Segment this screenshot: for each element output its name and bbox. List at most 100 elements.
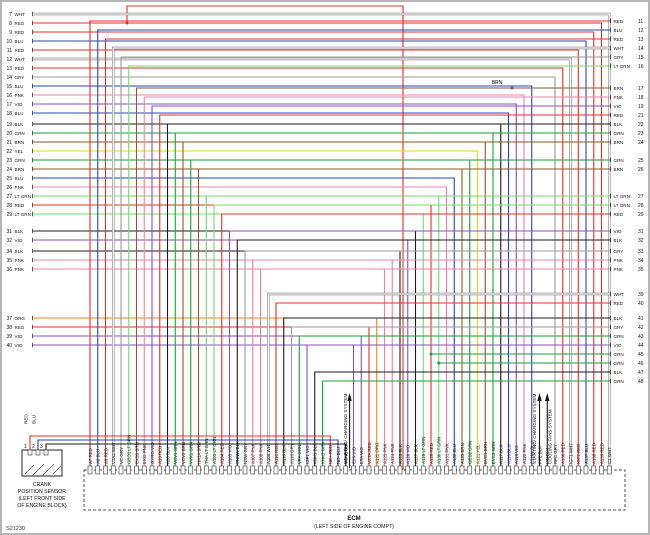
sensor-wire-2	[37, 439, 339, 470]
left-pin-color: PNK	[15, 267, 25, 272]
ecm-terminal	[374, 465, 380, 475]
ecm-pin-label: A7 RED	[88, 448, 93, 464]
right-pin-color: RED	[614, 212, 624, 217]
ecm-terminal	[327, 465, 333, 475]
brn-branch-label: BRN	[492, 80, 503, 86]
right-pin-color: BLK	[614, 238, 624, 243]
ecm-terminal	[281, 465, 287, 475]
left-pin-number: 12	[6, 57, 12, 63]
right-pin-color: RED	[614, 113, 624, 118]
wire-right-17	[135, 87, 610, 470]
ecm-pin-label: NE- BLU	[336, 447, 341, 464]
left-pin-color: BLK	[15, 122, 25, 127]
left-pin-color: BLU	[15, 176, 24, 181]
ecm-pin-label: A122 ORG	[375, 442, 380, 464]
system-arrow-label-1: STARTING/ CHARGING SYSTEM	[532, 394, 537, 464]
ecm-terminal	[188, 465, 194, 475]
left-pin-number: 22	[6, 149, 12, 155]
left-pin-number: 32	[6, 238, 12, 244]
ecm-pin-label: VPA GRN	[297, 445, 302, 464]
right-pin-number: 17	[638, 86, 644, 92]
left-pin-color: VIO	[15, 334, 23, 339]
left-pin-color: VIO	[15, 102, 23, 107]
left-pin-color: PNK	[15, 93, 25, 98]
left-pin-number: 11	[7, 48, 12, 54]
left-pin-number: 8	[9, 21, 12, 27]
ecm-terminal	[498, 465, 504, 475]
wire-left-18	[33, 112, 510, 470]
ecm-terminal	[234, 465, 240, 475]
ecm-pin-label: A119 VIO	[514, 445, 519, 464]
wire-left-27	[33, 195, 440, 470]
ecm-terminal	[366, 465, 372, 475]
left-pin-color: RED	[15, 30, 25, 35]
right-pin-color: BLK	[614, 316, 624, 321]
ecm-pin-label: A20 BLK	[165, 447, 170, 464]
ecm-pin-label: NSW GRY	[243, 443, 248, 464]
sensor-pin-number: 2	[32, 444, 35, 450]
ecm-terminal	[157, 465, 163, 475]
right-pin-number: 44	[638, 343, 644, 349]
right-pin-number: 28	[638, 203, 644, 209]
system-arrow-label-2: COOLING FANS SYSTEM	[548, 409, 553, 464]
wire-left-29	[33, 213, 424, 470]
right-pin-number: 41	[638, 316, 644, 322]
right-pin-number: 40	[638, 301, 644, 307]
ecm-terminal	[451, 465, 457, 475]
left-pin-color: BLU	[15, 84, 24, 89]
ecm-terminal	[606, 465, 612, 475]
ecm-terminal	[513, 465, 519, 475]
ecm-terminal	[304, 465, 310, 475]
wire-right-24	[182, 141, 610, 470]
wire-left-12	[33, 58, 572, 470]
ecm-terminal	[219, 465, 225, 475]
right-pin-number: 42	[638, 325, 644, 331]
right-pin-color: GRY	[614, 55, 624, 60]
left-pin-number: 24	[6, 167, 12, 173]
junction-dot	[125, 21, 129, 25]
right-pin-color: GRY	[614, 249, 624, 254]
wire-left-21	[33, 141, 486, 470]
left-pin-number: 23	[6, 158, 12, 164]
left-pin-color: GRN	[15, 158, 25, 163]
ecm-terminal	[420, 465, 426, 475]
ecm-terminal	[273, 465, 279, 475]
ecm-pin-label: A121 YEL	[475, 444, 480, 464]
left-pin-color: BRN	[15, 140, 25, 145]
ecm-pin-label: RFC GRY	[553, 444, 558, 464]
left-pin-color: RED	[15, 21, 25, 26]
left-pin-number: 10	[6, 39, 12, 45]
ecm-pin-label: VC GRY	[119, 447, 124, 464]
right-pin-number: 45	[638, 352, 644, 358]
right-pin-color: WHT	[614, 292, 625, 297]
ecm-pin-label: GYRO VIO	[150, 442, 155, 464]
left-pin-number: 37	[6, 316, 12, 322]
wire-right-21	[159, 114, 610, 470]
ecm-terminal	[118, 465, 124, 475]
ecm-terminal	[599, 465, 604, 475]
ecm-terminal	[165, 465, 170, 475]
ecm-pin-label: VCTA RED	[367, 442, 372, 464]
wire-right-25	[190, 159, 610, 470]
wire-right-39	[267, 293, 610, 470]
left-pin-number: 26	[6, 185, 12, 191]
wire-left-20	[33, 132, 494, 470]
ecm-pin-label: A117 BLK	[499, 444, 504, 464]
right-pin-number: 31	[638, 229, 644, 235]
wire-left-9	[33, 31, 595, 470]
ecm-pin-label: VVX1 GRN	[189, 442, 194, 464]
ecm-pin-label: A136 RED	[561, 443, 566, 464]
right-pin-number: 25	[638, 158, 644, 164]
sensor-caption-line4: OF ENGINE BLOCK)	[17, 503, 67, 509]
ecm-pin-label: A107 PNK	[251, 443, 256, 464]
ecm-pin-label: VCV2 BRN	[181, 442, 186, 464]
sensor-terminal	[35, 449, 41, 456]
ecm-pin-label: IGF1 VIO	[305, 445, 310, 464]
right-pin-color: VIO	[614, 104, 622, 109]
ecm-pin-label: A124 PNK	[390, 443, 395, 464]
wire-left-17	[33, 103, 517, 470]
right-pin-number: 13	[638, 37, 644, 43]
ecm-pin-label: A139 RED	[599, 443, 604, 464]
